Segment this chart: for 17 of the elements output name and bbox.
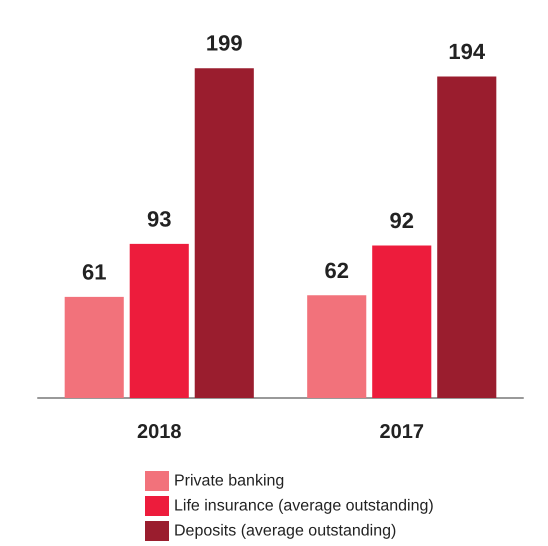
legend-label: Deposits (average outstanding) xyxy=(174,522,396,540)
bar xyxy=(437,76,496,398)
data-label: 199 xyxy=(206,30,243,56)
data-label: 93 xyxy=(147,206,172,232)
data-label: 62 xyxy=(324,258,349,283)
legend-label: Life insurance (average outstanding) xyxy=(174,498,434,514)
legend-label: Private banking xyxy=(174,472,284,490)
data-label: 61 xyxy=(82,259,106,284)
bar xyxy=(307,295,366,398)
x-tick-label: 2017 xyxy=(380,421,424,443)
bar xyxy=(64,296,124,398)
bar xyxy=(372,246,432,398)
x-tick-label: 2018 xyxy=(137,421,182,443)
bar xyxy=(194,68,254,398)
data-label: 92 xyxy=(390,208,414,234)
bar xyxy=(130,244,189,398)
data-label: 194 xyxy=(448,39,486,64)
